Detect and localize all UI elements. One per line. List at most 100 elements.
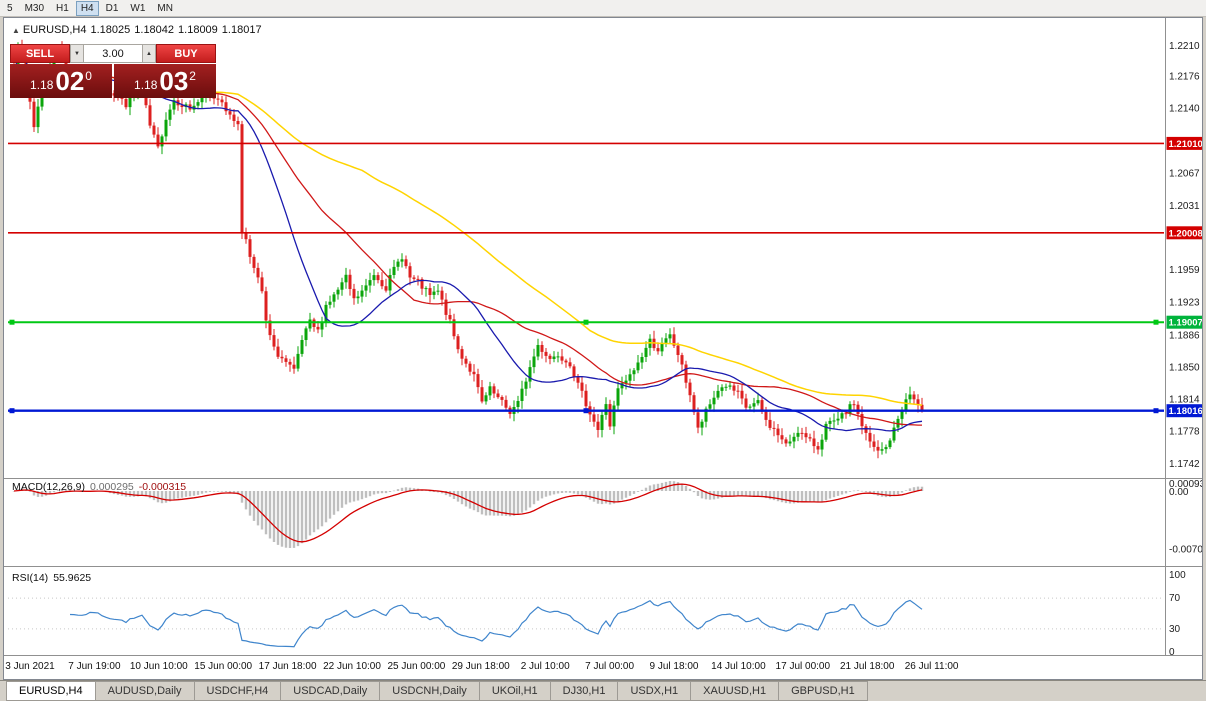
svg-text:1.1742: 1.1742 — [1169, 459, 1200, 470]
rsi-indicator-label: RSI(14) 55.9625 — [12, 572, 91, 584]
svg-text:1.1959: 1.1959 — [1169, 265, 1200, 276]
svg-text:26 Jul 11:00: 26 Jul 11:00 — [905, 661, 959, 672]
svg-text:70: 70 — [1169, 593, 1181, 604]
svg-text:1.2067: 1.2067 — [1169, 169, 1200, 180]
time-axis-labels: 3 Jun 2021 7 Jun 19:00 10 Jun 10:00 15 Jun … — [5, 661, 959, 672]
sell-price-display: 1.18 02 0 — [10, 64, 112, 98]
header-close: 1.18017 — [221, 24, 262, 36]
chart-tab-DJ30-H1[interactable]: DJ30,H1 — [550, 681, 619, 701]
period-button-W1[interactable]: W1 — [130, 2, 146, 14]
volume-increase-button[interactable]: ▲ — [142, 44, 156, 63]
macd-signal-line — [13, 483, 923, 543]
timeframe-toolbar: 5 M30 H1 H4 D1 W1 MN — [0, 0, 1206, 17]
chart-tab-USDCAD-Daily[interactable]: USDCAD,Daily — [281, 681, 381, 701]
horizontal-price-line-3[interactable] — [8, 408, 1164, 414]
svg-text:1.2176: 1.2176 — [1169, 72, 1200, 83]
chart-tab-AUDUSD-Daily[interactable]: AUDUSD,Daily — [95, 681, 195, 701]
svg-text:1.18016: 1.18016 — [1169, 406, 1203, 417]
svg-text:1.19007: 1.19007 — [1169, 318, 1203, 329]
svg-text:7 Jul 00:00: 7 Jul 00:00 — [585, 661, 634, 672]
price-axis-labels: 1.2210 1.2176 1.2140 1.2067 1.2031 1.1959 1.19… — [1169, 41, 1200, 470]
header-low: 1.18009 — [178, 24, 218, 36]
macd-signal-value: -0.000315 — [138, 481, 187, 493]
period-button-M30[interactable]: M30 — [24, 2, 45, 14]
svg-text:22 Jun 10:00: 22 Jun 10:00 — [323, 661, 381, 672]
svg-text:-0.00705: -0.00705 — [1169, 545, 1202, 556]
svg-text:1.21010: 1.21010 — [1169, 139, 1203, 150]
period-button-5[interactable]: 5 — [7, 2, 13, 14]
one-click-trading-panel: SELL ▼ ▲ BUY 1.18 02 0 1.18 03 2 — [10, 44, 216, 98]
svg-text:1.2210: 1.2210 — [1169, 41, 1200, 52]
chart-canvas[interactable]: 1.2210 1.2176 1.2140 1.2067 1.2031 1.1959 1.19… — [4, 18, 1202, 679]
svg-text:1.1850: 1.1850 — [1169, 363, 1200, 374]
sell-price-figure: 1.18 — [30, 78, 54, 92]
buy-price-big: 03 — [159, 66, 189, 96]
sell-price-big: 02 — [55, 66, 85, 96]
rsi-name: RSI(14) — [12, 572, 49, 584]
header-open: 1.18025 — [90, 24, 131, 36]
price-axis-tags: 1.21010 1.20008 1.19007 1.18016 — [1166, 136, 1203, 418]
chart-icon: ▲ — [12, 26, 20, 35]
macd-name: MACD(12,26,9) — [12, 481, 85, 493]
svg-text:1.20008: 1.20008 — [1169, 228, 1203, 239]
volume-input[interactable] — [84, 44, 142, 63]
svg-text:1.1778: 1.1778 — [1169, 427, 1200, 438]
buy-price-figure: 1.18 — [134, 78, 158, 92]
svg-text:17 Jun 18:00: 17 Jun 18:00 — [259, 661, 317, 672]
svg-text:10 Jun 10:00: 10 Jun 10:00 — [130, 661, 188, 672]
svg-text:1.2140: 1.2140 — [1169, 104, 1200, 115]
svg-text:1.2031: 1.2031 — [1169, 201, 1200, 212]
svg-text:7 Jun 19:00: 7 Jun 19:00 — [68, 661, 121, 672]
rsi-line — [69, 599, 923, 648]
period-button-H1[interactable]: H1 — [56, 2, 69, 14]
chart-tab-USDX-H1[interactable]: USDX,H1 — [618, 681, 692, 701]
svg-text:14 Jul 10:00: 14 Jul 10:00 — [711, 661, 766, 672]
sell-price-pip: 0 — [85, 69, 92, 83]
svg-text:0.00093: 0.00093 — [1169, 479, 1202, 490]
period-button-H4[interactable]: H4 — [75, 0, 99, 16]
svg-text:100: 100 — [1169, 570, 1186, 581]
buy-button[interactable]: BUY — [156, 44, 216, 63]
candlestick-layer — [12, 39, 924, 459]
chart-tab-USDCNH-Daily[interactable]: USDCNH,Daily — [380, 681, 480, 701]
svg-text:0.00: 0.00 — [1169, 487, 1189, 498]
buy-price-pip: 2 — [189, 69, 196, 83]
sell-button[interactable]: SELL — [10, 44, 70, 63]
horizontal-price-line-2[interactable] — [8, 319, 1164, 325]
svg-text:21 Jul 18:00: 21 Jul 18:00 — [840, 661, 895, 672]
svg-text:1.1923: 1.1923 — [1169, 297, 1200, 308]
chart-window: 1.2210 1.2176 1.2140 1.2067 1.2031 1.1959 1.19… — [3, 17, 1203, 680]
ma-fast-line — [13, 56, 923, 432]
period-button-MN[interactable]: MN — [157, 2, 173, 14]
rsi-levels — [8, 597, 1164, 630]
volume-decrease-button[interactable]: ▼ — [70, 44, 84, 63]
chart-tab-UKOil-H1[interactable]: UKOil,H1 — [479, 681, 551, 701]
svg-text:1.1886: 1.1886 — [1169, 330, 1200, 341]
chart-tab-EURUSD-H4[interactable]: EURUSD,H4 — [6, 681, 96, 701]
header-symbol: EURUSD,H4 — [22, 24, 87, 36]
period-button-D1[interactable]: D1 — [105, 2, 119, 14]
svg-text:1.1814: 1.1814 — [1169, 395, 1200, 406]
chart-tab-USDCHF-H4[interactable]: USDCHF,H4 — [194, 681, 282, 701]
chart-tab-GBPUSD-H1[interactable]: GBPUSD,H1 — [779, 681, 868, 701]
pane-separators[interactable] — [4, 18, 1202, 656]
svg-text:30: 30 — [1169, 624, 1181, 635]
svg-text:25 Jun 00:00: 25 Jun 00:00 — [387, 661, 445, 672]
svg-text:0: 0 — [1169, 647, 1175, 658]
rsi-axis-labels: 100 70 30 0 — [1169, 570, 1186, 658]
svg-text:29 Jun 18:00: 29 Jun 18:00 — [452, 661, 510, 672]
svg-text:3 Jun 2021: 3 Jun 2021 — [5, 661, 55, 672]
chart-tab-XAUUSD-H1[interactable]: XAUUSD,H1 — [691, 681, 780, 701]
chart-tabs-bar: EURUSD,H4 AUDUSD,Daily USDCHF,H4 USDCAD,Dai… — [0, 680, 1206, 701]
macd-indicator-label: MACD(12,26,9) 0.000295 -0.000315 — [12, 481, 186, 493]
header-high: 1.18042 — [134, 24, 175, 36]
svg-text:9 Jul 18:00: 9 Jul 18:00 — [650, 661, 699, 672]
macd-value: 0.000295 — [89, 481, 134, 493]
rsi-value: 55.9625 — [53, 572, 92, 584]
chart-header: ▲ EURUSD,H4 1.18025 1.18042 1.18009 1.18017 — [12, 24, 266, 36]
svg-text:2 Jul 10:00: 2 Jul 10:00 — [521, 661, 570, 672]
svg-text:15 Jun 00:00: 15 Jun 00:00 — [194, 661, 252, 672]
price-chart[interactable]: 1.2210 1.2176 1.2140 1.2067 1.2031 1.1959 1.19… — [4, 18, 1202, 679]
macd-histogram — [12, 481, 924, 548]
